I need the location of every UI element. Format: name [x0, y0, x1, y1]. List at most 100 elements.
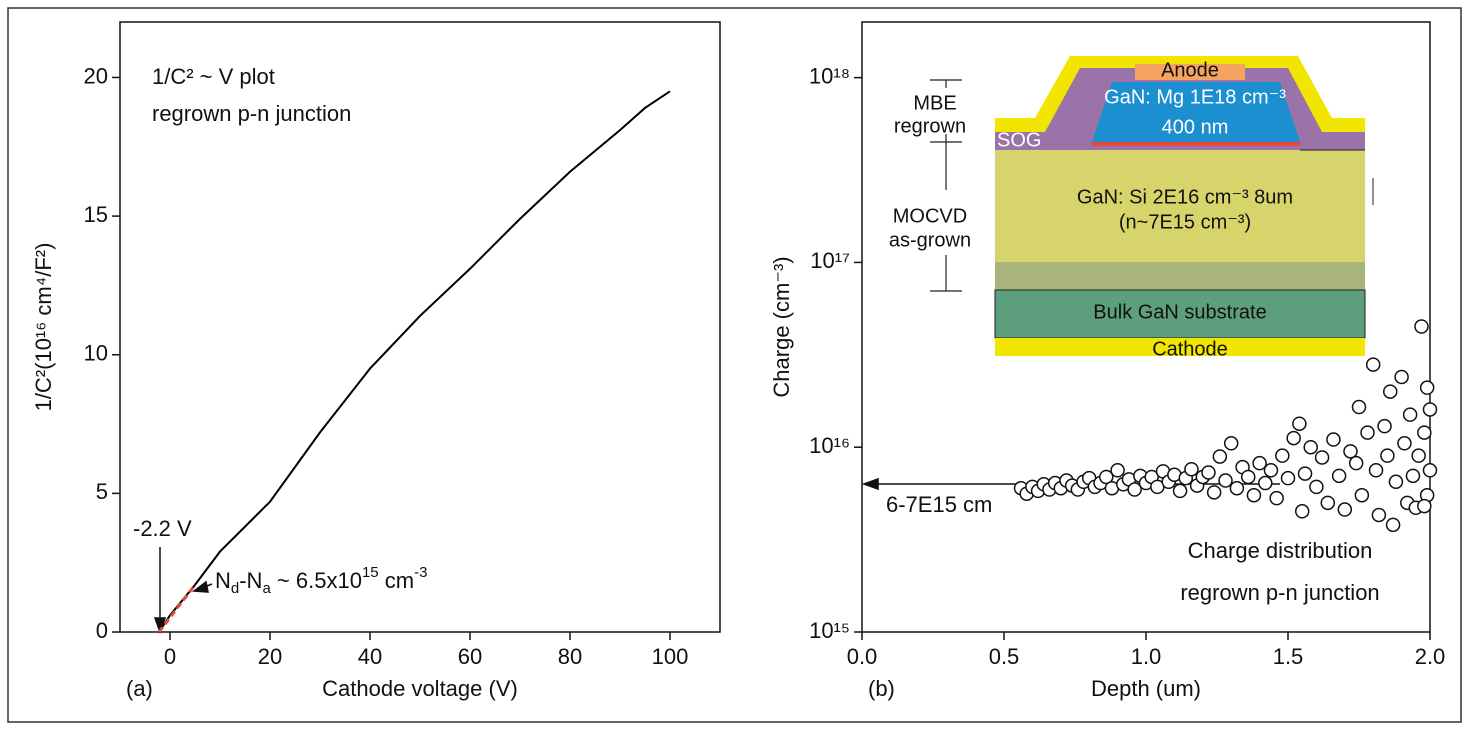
- data-point: [1338, 503, 1351, 516]
- data-point: [1398, 437, 1411, 450]
- annotation: 1/C² ~ V plot: [152, 64, 275, 89]
- text-part: -3: [414, 564, 427, 581]
- panel-label: (a): [126, 676, 153, 701]
- data-point: [1415, 320, 1428, 333]
- inset-label: MOCVD: [893, 205, 967, 227]
- data-point: [1355, 489, 1368, 502]
- data-point: [1225, 437, 1238, 450]
- figure: 0 20 40 60 80 100 0 5 10 15 20 Cathode voltage (V) 1…: [0, 0, 1469, 732]
- inset-label: GaN: Mg 1E18 cm⁻³: [1104, 86, 1286, 108]
- text-part: d: [231, 580, 239, 597]
- data-point: [1381, 449, 1394, 462]
- data-point: [1264, 464, 1277, 477]
- x-tick-label: 40: [358, 644, 382, 669]
- data-point: [1247, 489, 1260, 502]
- y-axis-label: Charge (cm⁻³): [769, 256, 794, 397]
- data-point: [1421, 381, 1434, 394]
- inset-label: regrown: [894, 115, 966, 137]
- data-point: [1327, 433, 1340, 446]
- data-point: [1389, 475, 1402, 488]
- y-tick-label: 10¹⁶: [809, 433, 850, 458]
- data-point: [1424, 464, 1437, 477]
- x-tick-label: 100: [652, 644, 689, 669]
- data-point: [1316, 451, 1329, 464]
- panel-label: (b): [868, 676, 895, 701]
- data-point: [1208, 486, 1221, 499]
- data-point: [1384, 385, 1397, 398]
- x-tick-label: 0: [164, 644, 176, 669]
- inset-label: 400 nm: [1162, 116, 1229, 138]
- panel: 0 20 40 60 80 100 0 5 10 15 20 Cathode voltage (V) 1…: [31, 22, 720, 701]
- data-point: [1230, 482, 1243, 495]
- text-part: cm: [379, 568, 414, 593]
- annotation: Nd-Na ~ 6.5x1015 cm-3: [215, 564, 427, 597]
- inset-label: as-grown: [889, 229, 971, 251]
- annotation: regrown p-n junction: [152, 101, 351, 126]
- data-point: [1111, 464, 1124, 477]
- y-tick-label: 10: [84, 341, 108, 366]
- data-point: [1404, 408, 1417, 421]
- text-part: 15: [362, 564, 379, 581]
- data-point: [1242, 470, 1255, 483]
- data-point: [1418, 500, 1431, 513]
- data-point: [1304, 441, 1317, 454]
- data-point: [1253, 457, 1266, 470]
- y-tick-label: 15: [84, 202, 108, 227]
- data-point: [1270, 492, 1283, 505]
- data-point: [1174, 484, 1187, 497]
- data-point: [1185, 463, 1198, 476]
- x-axis-label: Depth (um): [1091, 676, 1201, 701]
- data-point: [1350, 457, 1363, 470]
- inset-label: SOG: [997, 129, 1041, 151]
- interface-layer: [995, 262, 1365, 290]
- data-point: [1353, 401, 1366, 414]
- data-point: [1321, 496, 1334, 509]
- data-point: [1213, 450, 1226, 463]
- regrowth-interface: [1092, 142, 1300, 146]
- x-tick-label: 0.5: [989, 644, 1020, 669]
- text-part: N: [215, 568, 231, 593]
- text-part: -N: [239, 568, 262, 593]
- data-point: [1412, 449, 1425, 462]
- x-tick-label: 0.0: [847, 644, 878, 669]
- y-tick-label: 5: [96, 479, 108, 504]
- data-point: [1361, 426, 1374, 439]
- inset-label: (n~7E15 cm⁻³): [1119, 211, 1251, 233]
- y-tick-label: 10¹⁵: [809, 618, 850, 643]
- data-point: [1219, 474, 1232, 487]
- annotation: Charge distribution: [1188, 538, 1373, 563]
- data-line: [159, 91, 670, 632]
- data-point: [1310, 480, 1323, 493]
- data-point: [1372, 508, 1385, 521]
- data-point: [1202, 466, 1215, 479]
- x-tick-label: 80: [558, 644, 582, 669]
- x-tick-label: 20: [258, 644, 282, 669]
- data-point: [1395, 370, 1408, 383]
- data-point: [1299, 467, 1312, 480]
- x-tick-label: 1.0: [1131, 644, 1162, 669]
- data-point: [1259, 477, 1272, 490]
- data-point: [1287, 432, 1300, 445]
- x-tick-label: 60: [458, 644, 482, 669]
- data-point: [1378, 420, 1391, 433]
- annotation: 6-7E15 cm: [886, 492, 992, 517]
- data-point: [1282, 472, 1295, 485]
- data-point: [1296, 505, 1309, 518]
- data-point: [1333, 469, 1346, 482]
- y-tick-label: 0: [96, 618, 108, 643]
- inset-label: GaN: Si 2E16 cm⁻³ 8um: [1077, 186, 1293, 208]
- y-axis-label: 1/C²(10¹⁶ cm⁴/F²): [31, 243, 56, 412]
- data-point: [1406, 469, 1419, 482]
- text-part: ~ 6.5x10: [271, 568, 362, 593]
- annotation-arrows: [155, 479, 1280, 632]
- data-point: [1367, 358, 1380, 371]
- inset-label: Bulk GaN substrate: [1093, 301, 1266, 323]
- y-tick-label: 20: [84, 63, 108, 88]
- device-inset: Anode GaN: Mg 1E18 cm⁻³ 400 nm SOG MBE r…: [889, 56, 1373, 360]
- data-point: [1370, 464, 1383, 477]
- x-axis-label: Cathode voltage (V): [322, 676, 518, 701]
- inset-label: Cathode: [1152, 338, 1228, 360]
- data-point: [1418, 426, 1431, 439]
- data-point: [1344, 445, 1357, 458]
- data-point: [1387, 518, 1400, 531]
